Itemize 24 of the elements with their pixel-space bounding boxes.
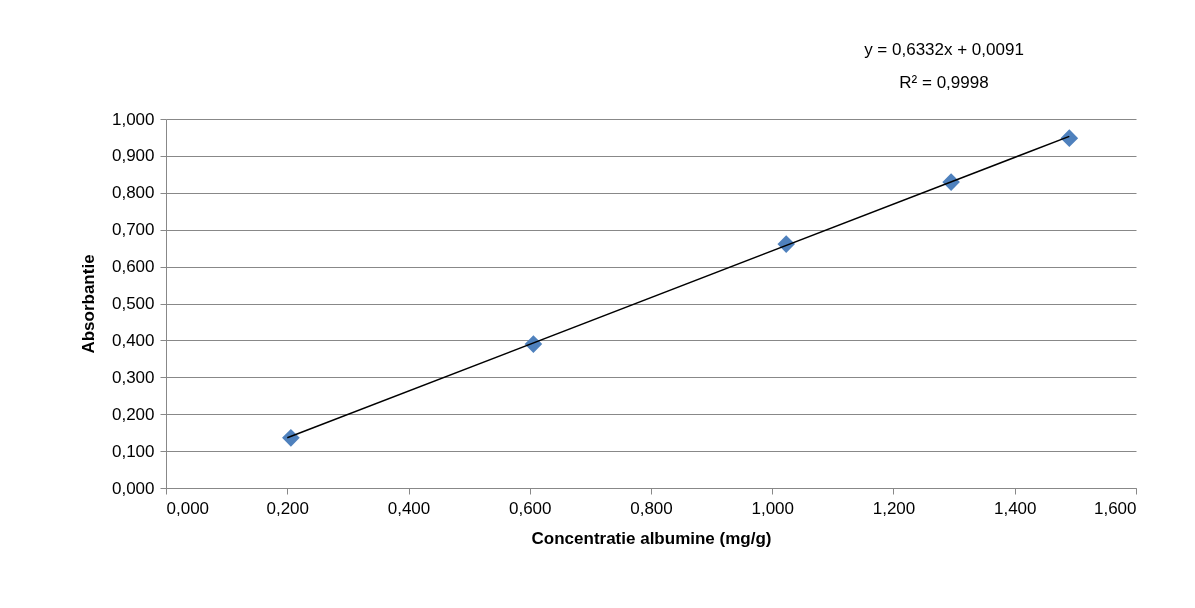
y-tick-label: 1,000 [111,109,155,129]
y-tick-label: 0,000 [111,478,155,498]
x-tick-label: 0,600 [508,498,552,518]
text: R² = 0,9998 [899,73,989,92]
x-tick-label: 1,200 [872,498,916,518]
y-tick-label: 0,900 [111,146,155,166]
x-axis-title: Concentratie albumine (mg/g) [531,528,772,548]
y-tick-label: 0,800 [111,183,155,203]
x-tick-label: 0,800 [630,498,673,518]
y-tick-label: 0,400 [111,330,155,350]
x-tick-label: 0,000 [166,498,210,518]
x-tick-label: 0,200 [266,498,310,518]
x-tick-label: 0,400 [387,498,431,518]
text: y = 0,6332x + 0,0091 [864,40,1024,59]
x-tick-label: 1,000 [751,498,795,518]
y-tick-label: 0,500 [111,294,155,313]
y-tick-label: 0,200 [111,404,155,424]
x-tick-label: 1,600 [1093,498,1137,518]
y-tick-label: 0,700 [111,220,155,240]
y-axis-title: Absorbantie [78,254,98,354]
y-tick-label: 0,300 [111,367,155,387]
y-tick-label: 0,100 [111,441,155,461]
x-tick-label: 1,400 [993,498,1037,518]
y-tick-label: 0,600 [111,257,155,277]
